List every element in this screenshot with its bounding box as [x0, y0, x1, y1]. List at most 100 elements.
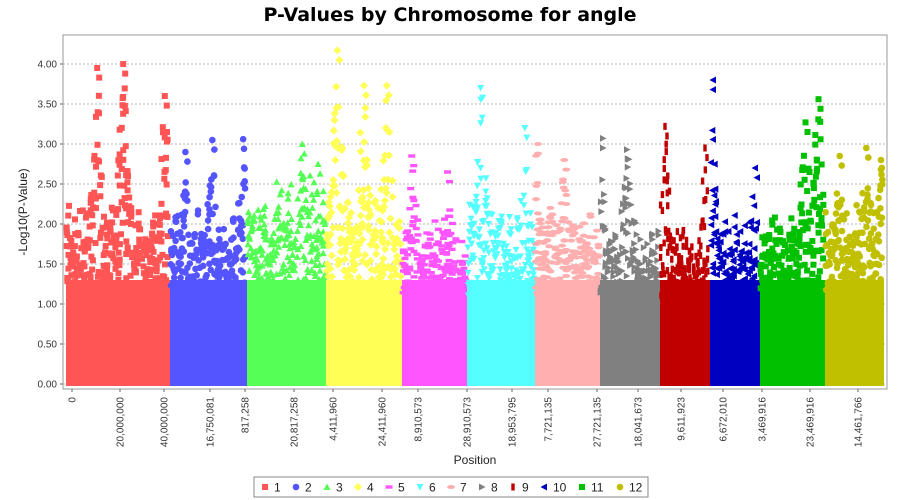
- data-point-chr3: [310, 196, 318, 203]
- data-point-chr6: [469, 252, 477, 260]
- data-point-chr9: [694, 252, 698, 260]
- data-point-chr1: [103, 265, 110, 272]
- data-point-chr10: [729, 270, 737, 278]
- data-point-chr5: [426, 232, 434, 236]
- data-point-chr8: [615, 258, 622, 266]
- data-point-chr1: [161, 175, 168, 182]
- data-point-chr6: [513, 290, 521, 297]
- data-point-chr7: [564, 220, 573, 225]
- data-point-chr5: [445, 258, 453, 263]
- data-point-chr8: [626, 283, 633, 291]
- data-point-chr3: [318, 235, 326, 242]
- data-point-chr9: [669, 241, 673, 249]
- data-point-chr1: [99, 224, 106, 231]
- data-point-chr1: [93, 163, 100, 170]
- data-point-chr6: [512, 246, 520, 254]
- data-point-chr1: [153, 268, 160, 275]
- data-point-chr12: [859, 189, 866, 197]
- data-point-chr7: [549, 277, 558, 282]
- series-chr7: [531, 142, 603, 386]
- data-point-chr9: [692, 272, 697, 280]
- data-point-chr3: [285, 282, 293, 290]
- legend-item-chr11: 11: [579, 481, 604, 495]
- data-point-chr3: [282, 278, 290, 285]
- data-point-chr1: [135, 288, 142, 295]
- data-point-chr9: [697, 268, 701, 276]
- data-point-chr7: [543, 275, 552, 280]
- data-point-chr5: [446, 208, 454, 212]
- data-point-chr4: [395, 217, 404, 226]
- data-point-chr12: [875, 194, 882, 202]
- data-point-chr9: [659, 291, 663, 299]
- data-point-chr3: [271, 240, 279, 248]
- data-point-chr9: [704, 259, 708, 267]
- data-point-chr5: [459, 291, 467, 296]
- data-point-chr3: [316, 170, 324, 177]
- data-point-chr9: [673, 248, 678, 256]
- data-point-chr3: [306, 171, 314, 179]
- data-point-chr2: [238, 193, 246, 201]
- data-point-chr4: [380, 202, 389, 211]
- data-point-chr2: [240, 145, 248, 153]
- data-point-chr4: [382, 96, 391, 105]
- data-point-chr6: [516, 253, 524, 260]
- legend-item-chr9: 9: [511, 481, 529, 495]
- data-point-chr6: [498, 220, 506, 228]
- data-point-chr11: [780, 267, 787, 274]
- data-point-chr5: [445, 243, 453, 248]
- data-point-chr2: [216, 235, 223, 243]
- data-point-chr1: [133, 255, 140, 262]
- data-point-chr3: [253, 256, 261, 263]
- data-point-chr11: [789, 255, 796, 262]
- data-point-chr8: [624, 146, 631, 154]
- data-point-chr6: [475, 226, 483, 233]
- x-axis-label: Position: [454, 453, 497, 467]
- data-point-chr12: [831, 227, 839, 235]
- data-point-chr3: [289, 290, 297, 297]
- data-point-chr2: [179, 234, 186, 242]
- data-point-chr10: [709, 207, 716, 215]
- data-point-chr10: [719, 290, 726, 298]
- y-tick-label: 3.00: [38, 140, 58, 151]
- data-point-chr5: [455, 286, 463, 290]
- data-point-chr1: [66, 243, 73, 250]
- data-point-chr10: [709, 135, 716, 143]
- data-point-chr11: [807, 248, 814, 255]
- data-point-chr11: [795, 254, 802, 261]
- data-point-chr9: [666, 235, 670, 243]
- data-point-chr4: [388, 176, 397, 185]
- data-point-chr11: [761, 240, 768, 247]
- data-point-chr3: [251, 290, 259, 298]
- data-point-chr7: [548, 219, 557, 224]
- data-point-chr8: [644, 278, 652, 286]
- data-point-chr3: [276, 190, 284, 198]
- data-point-chr2: [183, 190, 190, 198]
- data-point-chr1: [95, 92, 102, 99]
- data-point-chr1: [109, 219, 116, 226]
- data-point-chr4: [366, 210, 375, 219]
- data-point-chr1: [140, 263, 147, 270]
- data-point-chr4: [381, 245, 390, 254]
- data-point-chr6: [477, 291, 485, 299]
- data-point-chr9: [667, 279, 672, 287]
- data-point-chr9: [705, 187, 710, 195]
- data-point-chr9: [681, 226, 686, 234]
- data-point-chr9: [665, 266, 670, 274]
- data-point-chr1: [105, 281, 112, 288]
- data-point-chr7: [546, 205, 555, 210]
- data-point-chr1: [153, 282, 160, 289]
- y-tick-label: 2.50: [38, 180, 58, 191]
- data-point-chr6: [512, 267, 520, 274]
- data-point-chr6: [416, 484, 424, 491]
- data-point-chr4: [366, 256, 375, 265]
- data-point-chr1: [82, 214, 89, 221]
- data-point-chr8: [600, 144, 607, 152]
- data-point-chr7: [592, 228, 601, 233]
- data-point-chr12: [877, 287, 885, 294]
- data-point-chr11: [819, 291, 826, 298]
- data-point-chr4: [385, 128, 394, 137]
- data-point-chr1: [86, 237, 93, 244]
- data-point-chr3: [271, 283, 279, 291]
- data-point-chr5: [441, 217, 449, 221]
- data-point-chr3: [262, 235, 270, 243]
